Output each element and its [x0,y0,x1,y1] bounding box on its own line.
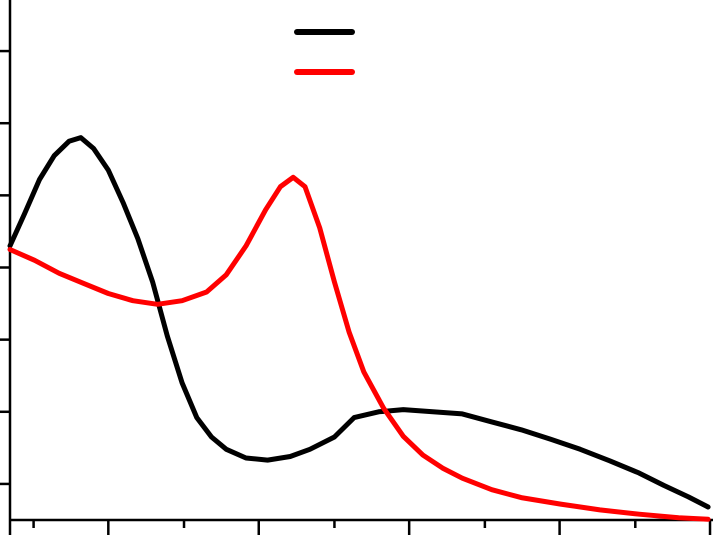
series-lines [7,135,711,522]
legend [294,29,355,75]
series-line-black [7,135,711,510]
series-line-red [7,174,711,522]
